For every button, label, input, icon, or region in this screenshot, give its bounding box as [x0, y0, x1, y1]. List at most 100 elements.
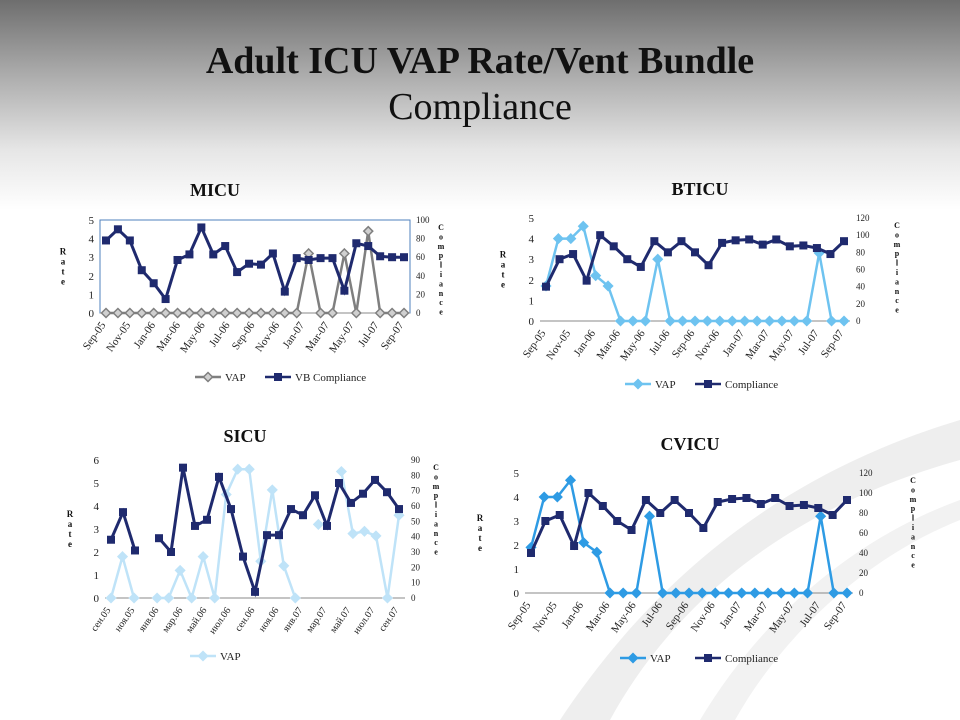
data-point [758, 240, 767, 249]
data-point [119, 508, 127, 517]
data-point [801, 315, 813, 327]
data-point [155, 534, 163, 543]
x-tick-label: июл.07 [351, 605, 377, 636]
data-point [815, 510, 827, 522]
data-point [287, 505, 295, 514]
data-point [704, 261, 713, 270]
data-point [280, 287, 289, 296]
data-point [749, 587, 761, 599]
data-point [267, 307, 279, 319]
slide-title: Adult ICU VAP Rate/Vent Bundle Complianc… [0, 38, 960, 130]
legend-label: VB Compliance [295, 372, 366, 384]
data-point [776, 315, 788, 327]
y2-tick-label: 60 [859, 528, 869, 538]
data-point [171, 307, 184, 319]
data-point [255, 307, 267, 319]
y-tick-label: 1 [514, 564, 520, 576]
data-point [670, 587, 682, 599]
slide-title-line1: Adult ICU VAP Rate/Vent Bundle [205, 40, 755, 82]
legend-marker [632, 378, 644, 390]
data-point [627, 315, 639, 327]
data-point [400, 253, 408, 262]
data-point [326, 307, 339, 319]
data-point [643, 510, 656, 522]
y-tick-label: 0 [514, 588, 520, 600]
y-tick-label: 1 [94, 570, 100, 582]
y-tick-label: 4 [514, 492, 520, 504]
data-point [102, 236, 110, 245]
data-point [352, 239, 361, 248]
y2-tick-label: 0 [416, 308, 421, 318]
x-tick-label: Nov-05 [544, 327, 573, 362]
y-tick-label: 3 [514, 516, 520, 528]
data-point [314, 307, 327, 319]
data-point [551, 491, 563, 503]
data-point [350, 307, 362, 319]
data-point [328, 254, 337, 263]
data-point [641, 496, 650, 504]
data-point [751, 315, 763, 327]
data-point [762, 587, 774, 599]
x-tick-label: Nov-05 [531, 599, 560, 634]
legend-item: VAP [190, 650, 241, 663]
data-point [677, 237, 686, 246]
data-point [582, 276, 591, 285]
data-point [186, 592, 198, 604]
data-point [128, 592, 140, 604]
data-point [245, 259, 254, 268]
data-point [167, 548, 175, 556]
data-point [696, 587, 708, 599]
y2-tick-label: 0 [411, 593, 416, 603]
data-point [371, 475, 379, 484]
data-point [656, 509, 665, 517]
data-point [231, 307, 243, 319]
data-point [124, 307, 136, 319]
y2-tick-label: 120 [859, 468, 873, 478]
data-point [381, 592, 394, 604]
data-point [683, 587, 695, 599]
legend-marker [704, 380, 712, 388]
data-point [613, 517, 622, 525]
y-tick-label: 0 [529, 316, 535, 328]
micu-chart: MICU 0 1 2 3 4 5 0 20 40 60 80 100 R a t e C o m p l i a n c e Sep-… [60, 180, 445, 384]
data-point [279, 307, 291, 319]
y2-tick-label: 80 [416, 234, 426, 244]
data-point [838, 315, 850, 327]
x-tick-label: Sep-07 [822, 599, 850, 632]
data-point [699, 524, 708, 532]
y-tick-label: 5 [514, 468, 520, 480]
data-point [828, 511, 837, 519]
data-point [657, 587, 669, 599]
data-point [578, 537, 590, 549]
data-point [364, 242, 373, 251]
x-tick-label: May-06 [609, 599, 639, 635]
data-point [116, 551, 129, 563]
data-point [304, 255, 313, 264]
x-tick-label: Sep-07 [819, 327, 847, 360]
data-point [722, 587, 735, 599]
data-point [570, 542, 579, 550]
x-tick-label: May-06 [618, 327, 648, 363]
x-tick-label: сен.07 [377, 605, 401, 633]
data-point [243, 307, 255, 319]
data-point [209, 592, 221, 604]
data-point [358, 525, 371, 537]
series-compliance [527, 489, 851, 557]
chart-title: SICU [223, 426, 266, 446]
data-point [785, 502, 794, 510]
data-point [713, 498, 722, 506]
data-point [728, 495, 737, 503]
y2-tick-label: 100 [859, 488, 873, 498]
y2-tick-label: 80 [411, 470, 421, 480]
data-point [299, 511, 307, 520]
data-point [203, 515, 211, 524]
bticu-chart: BTICU 0 1 2 3 4 5 0 20 40 60 80 100 120 R a t e C o m p l i a n c e… [500, 179, 901, 391]
data-point [292, 254, 301, 263]
y-tick-label: 2 [514, 540, 520, 552]
data-point [636, 262, 645, 271]
data-point [209, 250, 218, 259]
data-point [316, 254, 325, 263]
